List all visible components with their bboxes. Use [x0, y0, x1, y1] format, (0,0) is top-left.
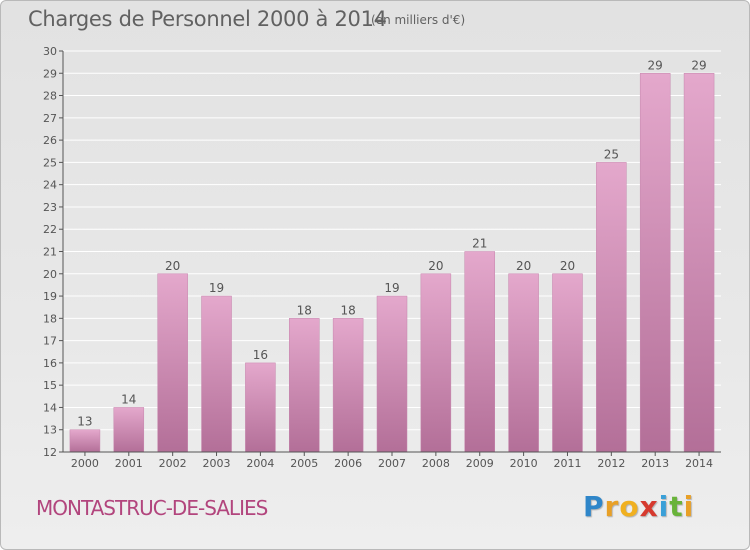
y-tick-label: 26	[43, 134, 57, 147]
x-tick-label: 2011	[553, 457, 581, 470]
bar-2006	[332, 318, 364, 453]
x-tick-label: 2002	[159, 457, 187, 470]
data-label: 20	[560, 259, 575, 273]
data-label: 18	[297, 303, 312, 317]
commune-name: MONTASTRUC-DE-SALIES	[36, 496, 268, 520]
bar-2002	[157, 273, 188, 453]
x-tick-label: 2005	[290, 457, 318, 470]
y-tick-label: 12	[43, 446, 57, 459]
y-tick-label: 13	[43, 424, 57, 437]
logo-letter: t	[669, 490, 684, 523]
logo-letter: r	[604, 490, 620, 523]
data-label: 29	[691, 58, 706, 72]
data-label: 20	[165, 259, 180, 273]
y-tick-label: 15	[43, 379, 57, 392]
axes: 12 13 14 15 16 17 18 19 20 21 22 23 24 25 26 27 28 29 30 20…	[43, 45, 721, 470]
data-label: 29	[648, 58, 663, 72]
bar-2004	[245, 362, 276, 453]
x-tick-label: 2006	[334, 457, 362, 470]
data-labels: 13 14 20 19 16 18 18 19 20 21 20 20 25 29 29	[77, 58, 706, 428]
x-tick-label: 2000	[71, 457, 99, 470]
y-tick-label: 16	[43, 357, 57, 370]
x-tick-label: 2007	[378, 457, 406, 470]
x-tick-label: 2004	[246, 457, 274, 470]
y-tick-label: 20	[43, 268, 57, 281]
y-tick-label: 19	[43, 290, 57, 303]
data-label: 18	[340, 303, 355, 317]
logo-letter: P	[583, 490, 605, 523]
x-tick-label: 2009	[466, 457, 494, 470]
bar-2003	[201, 295, 232, 453]
y-tick-label: 22	[43, 223, 57, 236]
bar-2000	[69, 429, 101, 453]
y-tick-label: 18	[43, 312, 57, 325]
data-label: 20	[428, 259, 443, 273]
bar-2008	[420, 273, 452, 453]
logo-letter: i	[658, 490, 670, 523]
bar-2001	[113, 407, 145, 453]
bar-2011	[552, 273, 583, 453]
bars	[69, 73, 715, 453]
y-tick-label: 29	[43, 67, 57, 80]
data-label: 16	[253, 348, 268, 362]
data-label: 19	[209, 281, 224, 295]
data-label: 13	[77, 415, 92, 429]
proxiti-logo: Proxiti	[583, 490, 694, 523]
y-tick-label: 17	[43, 335, 57, 348]
y-tick-label: 30	[43, 45, 57, 58]
data-label: 14	[121, 392, 136, 406]
data-label: 19	[384, 281, 399, 295]
x-tick-label: 2003	[203, 457, 231, 470]
y-tick-label: 25	[43, 156, 57, 169]
logo-letter: i	[683, 490, 695, 523]
data-label: 25	[604, 147, 619, 161]
y-tick-label: 27	[43, 112, 57, 125]
logo-letter: o	[619, 490, 640, 523]
y-tick-label: 14	[43, 401, 57, 414]
y-tick-label: 28	[43, 90, 57, 103]
chart-subtitle: (en milliers d'€)	[371, 13, 466, 27]
x-tick-label: 2013	[641, 457, 669, 470]
bar-2005	[289, 318, 320, 453]
data-label: 21	[472, 237, 487, 251]
x-tick-label: 2010	[510, 457, 538, 470]
y-tick-label: 23	[43, 201, 57, 214]
bar-2012	[596, 162, 627, 453]
y-tick-label: 24	[43, 179, 57, 192]
x-tick-label: 2001	[115, 457, 143, 470]
data-label: 20	[516, 259, 531, 273]
bar-2009	[464, 251, 495, 453]
y-tick-label: 21	[43, 246, 57, 259]
bar-2007	[376, 295, 408, 453]
bar-2013	[639, 73, 671, 453]
x-tick-label: 2008	[422, 457, 450, 470]
bar-2014	[683, 73, 715, 453]
x-tick-label: 2014	[685, 457, 713, 470]
x-tick-label: 2012	[597, 457, 625, 470]
bar-2010	[508, 273, 539, 453]
logo-letter: x	[639, 490, 659, 523]
chart-title: Charges de Personnel 2000 à 2014	[28, 7, 387, 31]
